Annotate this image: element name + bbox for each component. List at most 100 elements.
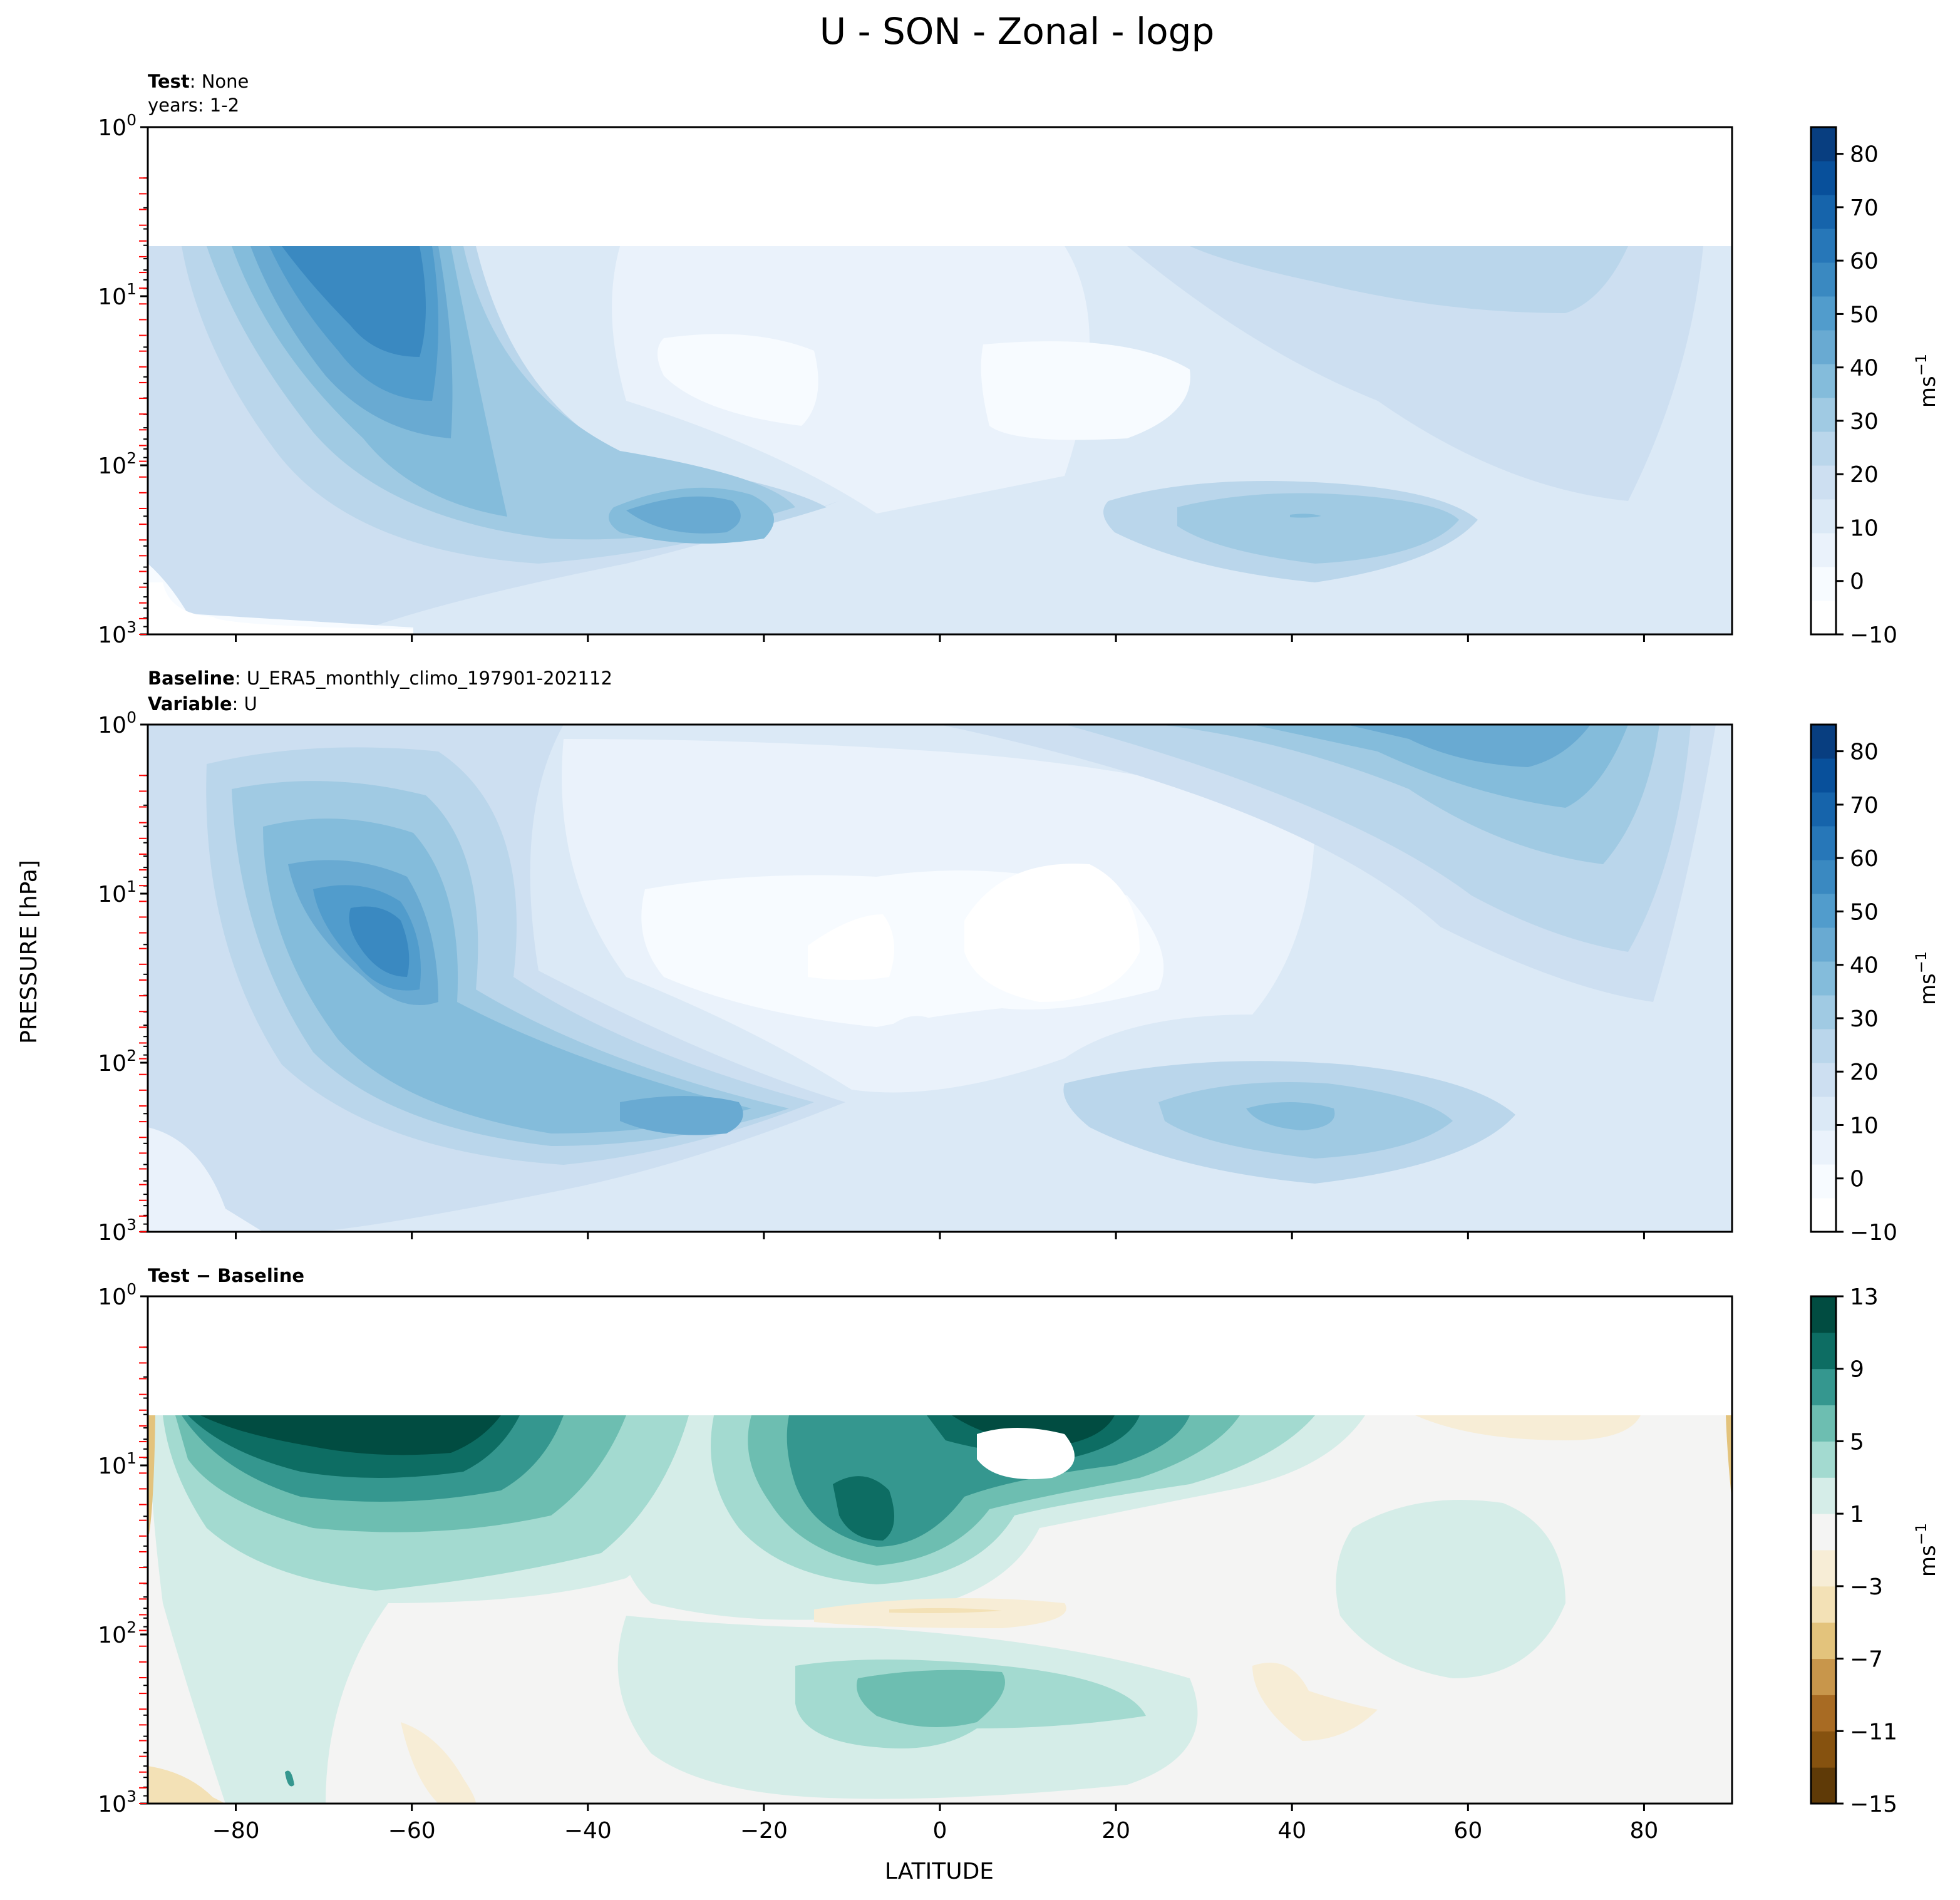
contour-pos-13-tropics xyxy=(977,1428,1075,1479)
x-tick-label: 60 xyxy=(1453,1818,1482,1844)
colorbar-band xyxy=(1811,465,1836,500)
contour-sh-pole-low xyxy=(148,564,413,634)
colorbar-tick-label: −15 xyxy=(1850,1792,1897,1817)
colorbar-tick-label: 5 xyxy=(1850,1429,1864,1455)
y-tick-label: 103 xyxy=(98,1216,137,1246)
colorbar-tick-label: 30 xyxy=(1850,409,1879,435)
colorbar-unit-exp: −1 xyxy=(1912,354,1930,376)
y-tick-exp: 2 xyxy=(126,449,137,467)
colorbar-band xyxy=(1811,533,1836,567)
colorbar-tick-label: 70 xyxy=(1850,195,1879,221)
colorbar-baseline: 80 70 60 50 40 30 20 10 0 −10 ms−1 xyxy=(1810,723,1941,1246)
y-tick-exp: 2 xyxy=(126,1046,137,1065)
y-tick-base: 10 xyxy=(98,1623,126,1648)
contour-tropics-min-west xyxy=(808,914,894,980)
colorbar-tick-label: 10 xyxy=(1850,1113,1879,1138)
x-tick-label: 80 xyxy=(1630,1818,1659,1844)
colorbar-unit-base: ms xyxy=(1916,376,1941,408)
colorbar-band xyxy=(1811,195,1836,229)
colorbar-band xyxy=(1811,1658,1836,1695)
panel-baseline-xticks xyxy=(235,1232,1645,1239)
colorbar-band xyxy=(1811,725,1836,759)
y-tick-base: 10 xyxy=(98,453,126,479)
x-tick-label: 0 xyxy=(933,1818,947,1844)
panel-diff-xticks: −80 −60 −40 −20 0 20 40 60 80 xyxy=(212,1804,1659,1844)
y-tick-exp: 0 xyxy=(126,1280,137,1298)
contour-neg-1-sh-pole xyxy=(148,1766,225,1804)
x-tick-label: 40 xyxy=(1277,1818,1306,1844)
contour-sh-40 xyxy=(282,246,426,357)
y-tick-base: 10 xyxy=(98,1220,126,1246)
contour-nh-upper-30 xyxy=(1346,725,1591,767)
colorbar-test: 80 70 60 50 40 30 20 10 0 −10 ms−1 xyxy=(1810,126,1941,648)
colorbar-band xyxy=(1811,330,1836,364)
contour-pos-1-nh xyxy=(1336,1500,1565,1678)
colorbar-unit-base: ms xyxy=(1916,973,1941,1005)
colorbar-band xyxy=(1811,1130,1836,1165)
colorbar-tick-label: −10 xyxy=(1850,622,1897,648)
colorbar-tick-label: 10 xyxy=(1850,515,1879,541)
y-tick-exp: 3 xyxy=(126,1216,137,1234)
colorbar-frame xyxy=(1810,126,1837,636)
contour-neg-1-nh-upper xyxy=(1415,1415,1641,1440)
panel-baseline-variable-bold: Variable xyxy=(148,693,232,715)
colorbar-diff: 13 9 5 1 −3 −7 −11 −15 ms−1 xyxy=(1810,1284,1941,1817)
y-tick-label: 100 xyxy=(98,708,137,738)
colorbar-band xyxy=(1811,1622,1836,1660)
colorbar-band xyxy=(1811,860,1836,894)
y-tick-exp: 1 xyxy=(126,877,137,896)
y-tick-label: 103 xyxy=(98,1787,137,1817)
panel-test-label-sep: : xyxy=(190,71,202,92)
colorbar-band xyxy=(1811,601,1836,635)
y-tick-label: 102 xyxy=(98,1046,137,1076)
colorbar-band xyxy=(1811,229,1836,263)
y-tick-label: 101 xyxy=(98,280,137,310)
colorbar-tick-label: 20 xyxy=(1850,1060,1879,1085)
panel-baseline-variable-value: U xyxy=(244,693,257,715)
contour-tropics-5 xyxy=(612,246,1090,514)
colorbar-band xyxy=(1811,1441,1836,1478)
colorbar-band xyxy=(1811,1368,1836,1406)
contour-edge-right xyxy=(1726,1415,1732,1503)
colorbar-unit-exp: −1 xyxy=(1912,1523,1930,1545)
colorbar-tick-label: 0 xyxy=(1850,569,1864,595)
panel-baseline: Baseline: U_ERA5_monthly_climo_197901-20… xyxy=(98,668,1733,1246)
contour-sh-pole-low xyxy=(148,1127,263,1232)
panel-baseline-label: Baseline: U_ERA5_monthly_climo_197901-20… xyxy=(148,668,612,689)
colorbar-band xyxy=(1811,398,1836,432)
colorbar-tick-label: 0 xyxy=(1850,1167,1864,1192)
colorbar-unit-label: ms−1 xyxy=(1912,1523,1941,1577)
colorbar-band xyxy=(1811,1405,1836,1442)
colorbar-band xyxy=(1811,1029,1836,1063)
y-axis-label: PRESSURE [hPa] xyxy=(16,860,42,1044)
colorbar-band xyxy=(1811,1097,1836,1131)
contour-sh-40 xyxy=(349,906,410,977)
colorbar-band xyxy=(1811,826,1836,860)
y-tick-exp: 2 xyxy=(126,1618,137,1636)
panel-diff: Test − Baseline xyxy=(98,1265,1733,1844)
contour-neg-3-tropics xyxy=(889,1608,1002,1613)
contour-sh-stj-30 xyxy=(626,496,741,534)
colorbar-band xyxy=(1811,1586,1836,1623)
colorbar-unit-base: ms xyxy=(1916,1545,1941,1577)
colorbar-band xyxy=(1811,995,1836,1030)
contour-tropics-bump xyxy=(889,1016,952,1052)
colorbar-band xyxy=(1811,161,1836,195)
contour-tropics-0 xyxy=(658,334,1190,440)
colorbar-band xyxy=(1811,296,1836,331)
colorbar-band xyxy=(1811,1296,1836,1333)
colorbar-tick-label: −10 xyxy=(1850,1220,1897,1246)
y-tick-base: 10 xyxy=(98,1284,126,1310)
colorbar-tick-label: 60 xyxy=(1850,846,1879,872)
y-tick-base: 10 xyxy=(98,115,126,141)
y-tick-label: 101 xyxy=(98,877,137,907)
x-tick-label: −80 xyxy=(212,1818,260,1844)
x-tick-label: −60 xyxy=(388,1818,436,1844)
colorbar-band xyxy=(1811,1731,1836,1768)
y-tick-base: 10 xyxy=(98,284,126,310)
contour-pos-small-sh xyxy=(285,1770,294,1787)
colorbar-tick-label: −3 xyxy=(1850,1574,1883,1600)
contour-pos-5-lower xyxy=(857,1670,1005,1727)
